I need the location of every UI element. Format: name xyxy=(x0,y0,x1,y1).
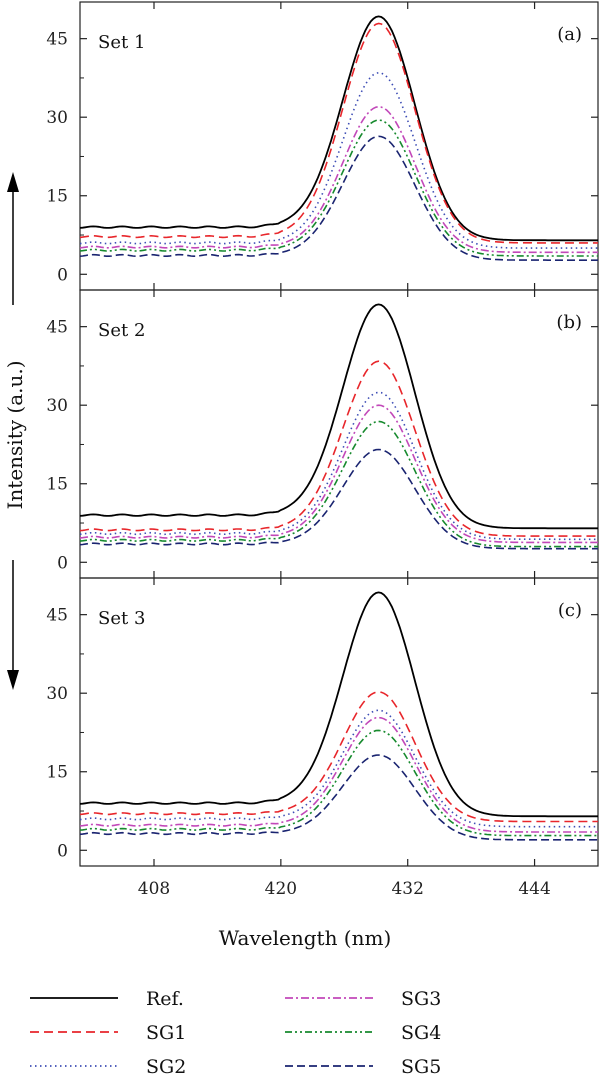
x-tick-label: 408 xyxy=(138,879,170,899)
series-line-sg4 xyxy=(79,119,598,257)
x-tick-label: 444 xyxy=(518,879,550,899)
panel-letter: (a) xyxy=(557,24,582,45)
legend-label: SG5 xyxy=(401,1056,441,1078)
y-tick-label: 15 xyxy=(46,763,68,783)
y-tick-label: 30 xyxy=(46,684,68,704)
series-line-sg5 xyxy=(79,135,598,261)
down-arrow-icon xyxy=(7,670,19,690)
panel-3: 0 15 30 45 Set 3 (c) xyxy=(46,577,599,867)
legend-label: SG3 xyxy=(401,988,441,1010)
y-tick-label: 30 xyxy=(46,108,68,128)
x-axis: 408 420 432 444 xyxy=(138,879,551,899)
series-line-ref xyxy=(79,303,598,530)
y-tick-label: 45 xyxy=(46,606,68,626)
y-tick-label: 15 xyxy=(46,187,68,207)
series-line-ref xyxy=(79,591,598,818)
series-line-sg3 xyxy=(79,404,598,544)
legend-item: SG4 xyxy=(285,1022,441,1044)
series-line-sg1 xyxy=(79,691,598,823)
panel-2: 0 15 30 45 Set 2 (b) xyxy=(46,289,599,579)
panel-title: Set 1 xyxy=(98,32,145,53)
legend-label: SG4 xyxy=(401,1022,441,1044)
panel-letter: (c) xyxy=(558,600,582,621)
series-line-sg2 xyxy=(79,71,598,249)
x-tick-label: 420 xyxy=(265,879,297,899)
panel-title: Set 3 xyxy=(98,608,145,629)
series-line-sg5 xyxy=(79,754,598,841)
panel-frame xyxy=(79,1,599,291)
series-line-sg5 xyxy=(79,448,598,550)
series-line-sg1 xyxy=(79,360,598,537)
legend-item: Ref. xyxy=(30,988,184,1010)
panels-group: 0 15 30 45 Set 1 (a) 0 15 30 45 Set 2 (b) 0 15 30 45 Set… xyxy=(46,1,599,867)
x-axis-title: Wavelength (nm) xyxy=(219,926,392,950)
series-line-sg1 xyxy=(79,22,598,244)
panel-frame xyxy=(79,289,599,579)
legend-label: SG1 xyxy=(146,1022,186,1044)
y-tick-label: 0 xyxy=(57,265,68,285)
y-tick-label: 45 xyxy=(46,30,68,50)
y-tick-label: 0 xyxy=(57,841,68,861)
series-line-sg4 xyxy=(79,420,598,548)
series-line-sg2 xyxy=(79,709,598,828)
y-axis-title: Intensity (a.u.) xyxy=(3,360,27,509)
y-tick-label: 45 xyxy=(46,318,68,338)
series-line-sg4 xyxy=(79,729,598,837)
panel-1: 0 15 30 45 Set 1 (a) xyxy=(46,1,599,291)
legend-label: SG2 xyxy=(146,1056,186,1078)
series-line-sg3 xyxy=(79,105,598,254)
legend-label: Ref. xyxy=(146,988,184,1010)
legend-item: SG3 xyxy=(285,988,441,1010)
series-line-sg3 xyxy=(79,716,598,833)
y-tick-label: 0 xyxy=(57,553,68,573)
y-tick-label: 30 xyxy=(46,396,68,416)
legend-item: SG1 xyxy=(30,1022,186,1044)
legend-item: SG2 xyxy=(30,1056,186,1078)
legend: Ref. SG1 SG2 SG3 SG4 SG5 xyxy=(30,988,441,1078)
x-tick-label: 432 xyxy=(391,879,423,899)
y-axis-arrows xyxy=(7,172,19,690)
y-tick-label: 15 xyxy=(46,475,68,495)
legend-item: SG5 xyxy=(285,1056,441,1078)
panel-letter: (b) xyxy=(556,312,582,333)
panel-frame xyxy=(79,577,599,867)
panel-title: Set 2 xyxy=(98,320,145,341)
series-line-ref xyxy=(79,15,598,242)
up-arrow-icon xyxy=(7,172,19,192)
